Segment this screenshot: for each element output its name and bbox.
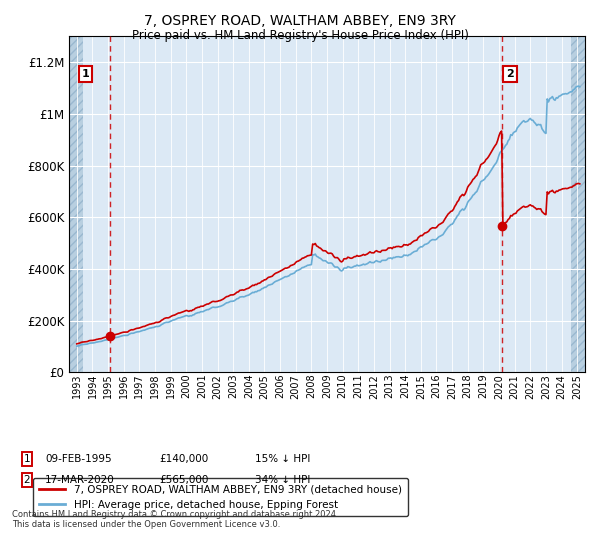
Bar: [69, 36, 83, 372]
Text: 17-MAR-2020: 17-MAR-2020: [45, 475, 115, 485]
Text: Price paid vs. HM Land Registry's House Price Index (HPI): Price paid vs. HM Land Registry's House …: [131, 29, 469, 42]
Text: 15% ↓ HPI: 15% ↓ HPI: [255, 454, 310, 464]
Text: 2: 2: [23, 475, 31, 485]
Text: £565,000: £565,000: [159, 475, 208, 485]
Text: 1: 1: [82, 69, 89, 79]
Text: 7, OSPREY ROAD, WALTHAM ABBEY, EN9 3RY: 7, OSPREY ROAD, WALTHAM ABBEY, EN9 3RY: [144, 14, 456, 28]
Text: 09-FEB-1995: 09-FEB-1995: [45, 454, 112, 464]
Text: 2: 2: [506, 69, 514, 79]
Text: Contains HM Land Registry data © Crown copyright and database right 2024.
This d: Contains HM Land Registry data © Crown c…: [12, 510, 338, 529]
Text: 1: 1: [23, 454, 31, 464]
Text: £140,000: £140,000: [159, 454, 208, 464]
Legend: 7, OSPREY ROAD, WALTHAM ABBEY, EN9 3RY (detached house), HPI: Average price, det: 7, OSPREY ROAD, WALTHAM ABBEY, EN9 3RY (…: [33, 478, 408, 516]
Bar: [571, 36, 585, 372]
Text: 34% ↓ HPI: 34% ↓ HPI: [255, 475, 310, 485]
